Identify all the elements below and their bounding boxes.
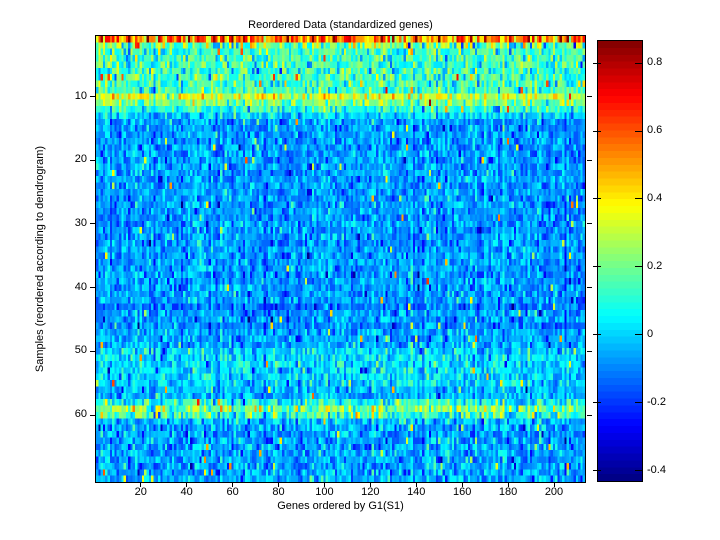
y-axis-tick-right xyxy=(587,159,592,161)
y-axis-tick xyxy=(90,96,95,98)
colorbar-tick-left xyxy=(593,334,601,336)
colorbar-canvas xyxy=(598,41,642,481)
colorbar-tick-right xyxy=(635,62,643,64)
x-axis-tick xyxy=(369,483,371,487)
y-axis-tick xyxy=(90,414,95,416)
colorbar-tick-label: 0.4 xyxy=(647,191,663,204)
colorbar-tick-right xyxy=(635,198,643,200)
y-axis-tick-right xyxy=(587,96,592,98)
y-axis-tick-right xyxy=(587,414,592,416)
x-tick-label: 20 xyxy=(134,486,147,498)
colorbar-tick-left xyxy=(593,470,601,472)
axes-border xyxy=(95,35,586,483)
x-tick-label: 40 xyxy=(180,486,193,498)
heatmap-canvas xyxy=(96,36,585,482)
x-tick-label: 120 xyxy=(361,486,380,498)
colorbar-tick-left xyxy=(593,402,601,404)
x-axis-tick xyxy=(415,483,417,487)
x-tick-label: 80 xyxy=(272,486,285,498)
colorbar-tick-right xyxy=(635,266,643,268)
x-axis-tick xyxy=(278,483,279,487)
colorbar-tick-left xyxy=(593,130,601,132)
colorbar-tick-label: -0.4 xyxy=(647,463,666,476)
x-tick-label: 100 xyxy=(315,486,334,498)
x-tick-label: 160 xyxy=(452,486,472,498)
y-tick-label: 20 xyxy=(74,153,87,166)
colorbar-tick-label: -0.2 xyxy=(647,395,666,408)
x-tick-label: 140 xyxy=(407,486,426,498)
y-tick-label: 10 xyxy=(74,89,87,102)
x-axis-tick xyxy=(186,483,188,487)
colorbar-tick-label: 0 xyxy=(647,327,654,340)
y-axis-label: Samples (reordered according to dendrogr… xyxy=(34,145,46,373)
colorbar-tick-right xyxy=(635,130,643,132)
x-axis-tick xyxy=(461,483,463,487)
y-axis-tick xyxy=(90,287,95,289)
x-axis-tick xyxy=(553,483,555,487)
colorbar-tick-left xyxy=(593,266,601,268)
y-axis-tick-right xyxy=(587,287,592,289)
colorbar-tick-label: 0.8 xyxy=(647,56,663,69)
colorbar-tick-right xyxy=(635,470,643,472)
y-axis-tick xyxy=(90,159,95,161)
x-axis-tick xyxy=(232,483,234,487)
y-axis-tick-right xyxy=(587,350,592,352)
y-axis-tick xyxy=(90,223,95,225)
y-axis-tick-right xyxy=(587,223,592,225)
colorbar-tick-left xyxy=(593,62,601,64)
y-tick-label: 50 xyxy=(74,344,87,357)
x-axis-label: Genes ordered by G1(S1) xyxy=(277,500,404,512)
x-axis-tick xyxy=(323,483,325,487)
x-axis-tick xyxy=(140,483,142,487)
colorbar-border xyxy=(597,40,643,482)
y-tick-label: 60 xyxy=(74,408,87,421)
colorbar-tick-right xyxy=(635,334,643,336)
y-tick-label: 40 xyxy=(74,280,87,293)
x-tick-label: 60 xyxy=(226,486,239,498)
x-tick-label: 200 xyxy=(544,486,564,498)
colorbar-tick-right xyxy=(635,402,643,404)
x-axis-tick xyxy=(507,483,509,487)
y-axis-tick xyxy=(90,350,95,352)
colorbar-tick-label: 0.6 xyxy=(647,124,663,137)
colorbar-tick-label: 0.2 xyxy=(647,259,663,272)
colorbar-tick-left xyxy=(593,198,601,200)
y-tick-label: 30 xyxy=(74,216,87,229)
plot-title: Reordered Data (standardized genes) xyxy=(248,19,433,31)
x-tick-label: 180 xyxy=(498,486,518,498)
